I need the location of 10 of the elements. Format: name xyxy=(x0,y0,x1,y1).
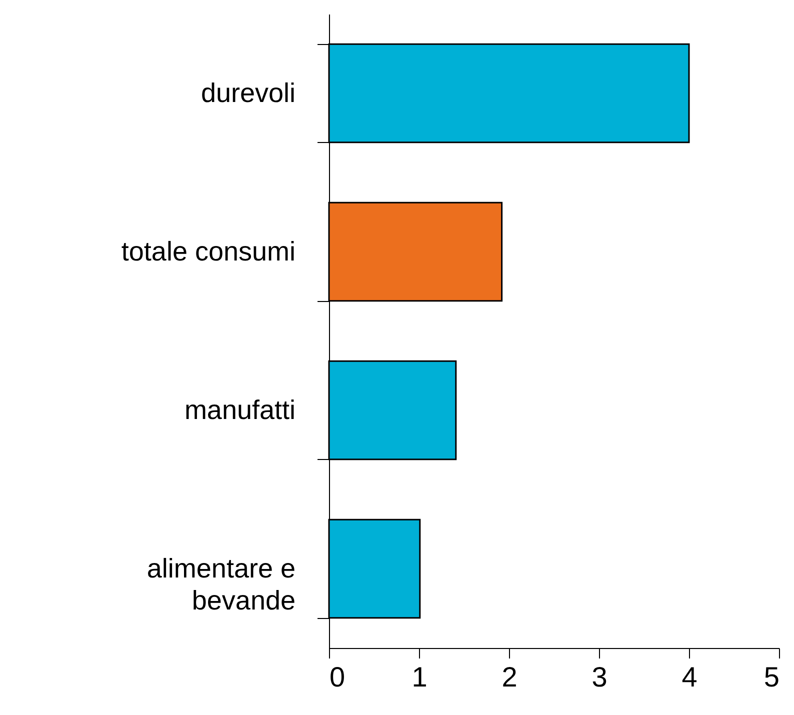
x-tick-label: 2 xyxy=(502,662,518,692)
y-tick-label: manufatti xyxy=(184,394,296,425)
x-tick-label: 1 xyxy=(412,662,428,692)
x-tick-label: 0 xyxy=(330,662,346,692)
x-tick-label: 5 xyxy=(764,662,780,692)
y-tick-label: alimentare e bevande xyxy=(146,553,296,616)
x-tick-label: 3 xyxy=(592,662,608,692)
x-tick-label: 4 xyxy=(682,662,698,692)
y-tick-label: totale consumi xyxy=(121,236,296,266)
y-tick-label: durevoli xyxy=(200,78,296,108)
